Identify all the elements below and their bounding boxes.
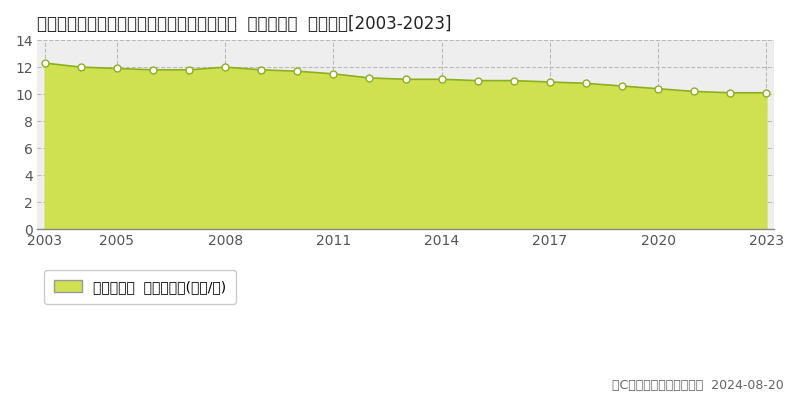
Text: 愛知県海部郡飛島村大字新政成４丁目９８番  基準地価格  地価推移[2003-2023]: 愛知県海部郡飛島村大字新政成４丁目９８番 基準地価格 地価推移[2003-202… [38, 15, 452, 33]
Text: （C）土地価格ドットコム  2024-08-20: （C）土地価格ドットコム 2024-08-20 [612, 379, 784, 392]
Legend: 基準地価格  平均坪単価(万円/坪): 基準地価格 平均坪単価(万円/坪) [45, 270, 236, 304]
